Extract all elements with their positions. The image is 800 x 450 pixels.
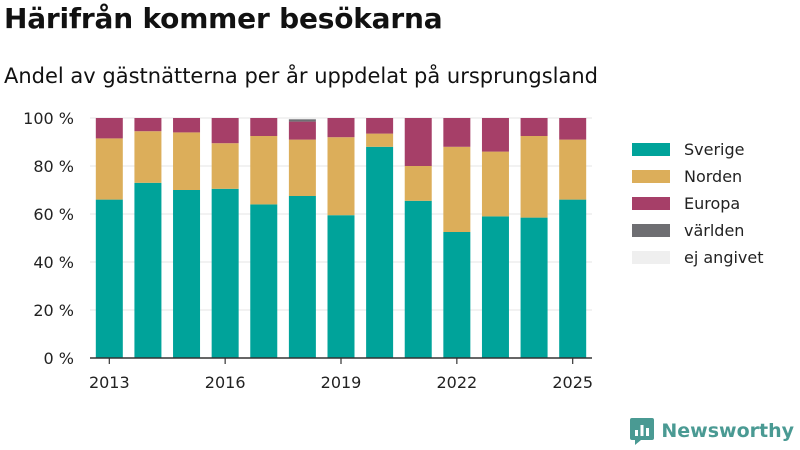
legend-label: Sverige [684,140,745,159]
y-tick-label: 80 % [33,157,74,176]
bar-segment-europa-2020 [366,118,394,134]
bar-segment-europa-2023 [481,118,509,152]
legend-label: Norden [684,167,743,186]
legend-swatch [632,197,670,210]
bar-segment-norden-2020 [366,133,394,147]
chart-legend: Sverige Norden Europa världen ej angivet [632,136,764,271]
bar-segment-norden-2021 [404,166,432,201]
bar-segment-norden-2024 [520,136,548,218]
bar-segment-norden-2025 [559,139,587,200]
legend-item-världen: världen [632,217,764,244]
bar-segment-europa-2025 [559,118,587,140]
y-tick-label: 100 % [23,109,74,128]
bar-segment-norden-2022 [443,146,471,232]
bar-segment-norden-2017 [250,136,278,205]
legend-swatch [632,224,670,237]
bar-segment-sverige-2025 [559,199,587,358]
bar-segment-norden-2014 [134,131,162,183]
bar-segment-europa-2017 [250,118,278,136]
bar-segment-norden-2016 [211,143,239,189]
bar-segment-sverige-2020 [366,146,394,358]
bar-segment-sverige-2023 [481,216,509,358]
bar-segment-europa-2018 [288,121,316,140]
bar-segment-norden-2019 [327,137,355,216]
legend-label: Europa [684,194,741,213]
x-tick-label: 2025 [552,373,593,392]
bar-segment-europa-2016 [211,118,239,144]
x-tick-label: 2016 [205,373,246,392]
legend-item-europa: Europa [632,190,764,217]
bar-segment-sverige-2013 [95,199,123,358]
bar-segment-sverige-2024 [520,217,548,358]
bar-segment-europa-2019 [327,118,355,138]
bar-segment-sverige-2015 [173,190,201,358]
bar-segment-europa-2015 [173,118,201,133]
y-tick-label: 60 % [33,205,74,224]
bar-segment-europa-2014 [134,118,162,132]
brand: Newsworthy [629,416,794,446]
legend-item-sverige: Sverige [632,136,764,163]
legend-item-ej-angivet: ej angivet [632,244,764,271]
bar-segment-norden-2013 [95,138,123,200]
legend-label: ej angivet [684,248,764,267]
y-tick-label: 40 % [33,253,74,272]
bar-segment-norden-2015 [173,132,201,190]
brand-name: Newsworthy [661,420,794,442]
bar-segment-europa-2024 [520,118,548,136]
chart-subtitle: Andel av gästnätterna per år uppdelat på… [4,64,598,88]
bar-segment-sverige-2014 [134,182,162,358]
legend-item-norden: Norden [632,163,764,190]
bar-segment-sverige-2016 [211,188,239,358]
y-tick-label: 20 % [33,301,74,320]
bar-segment-sverige-2022 [443,232,471,358]
chart-title: Härifrån kommer besökarna [4,2,443,35]
bar-segment-europa-2021 [404,118,432,166]
bar-segment-norden-2023 [481,151,509,217]
y-tick-label: 0 % [44,349,74,368]
bar-segment-sverige-2019 [327,215,355,358]
x-tick-label: 2022 [436,373,477,392]
x-tick-label: 2013 [89,373,130,392]
legend-swatch [632,170,670,183]
bar-segment-sverige-2021 [404,200,432,358]
bar-segment-europa-2013 [95,118,123,139]
legend-label: världen [684,221,745,240]
bar-segment-sverige-2018 [288,196,316,358]
legend-swatch [632,251,670,264]
bar-segment-världen-2018 [288,119,316,122]
x-tick-label: 2019 [321,373,362,392]
legend-swatch [632,143,670,156]
bar-segment-ej-angivet-2018 [288,118,316,120]
bar-segment-europa-2022 [443,118,471,147]
newsworthy-logo-icon [630,418,655,445]
bar-segment-norden-2018 [288,139,316,196]
bar-segment-sverige-2017 [250,204,278,358]
